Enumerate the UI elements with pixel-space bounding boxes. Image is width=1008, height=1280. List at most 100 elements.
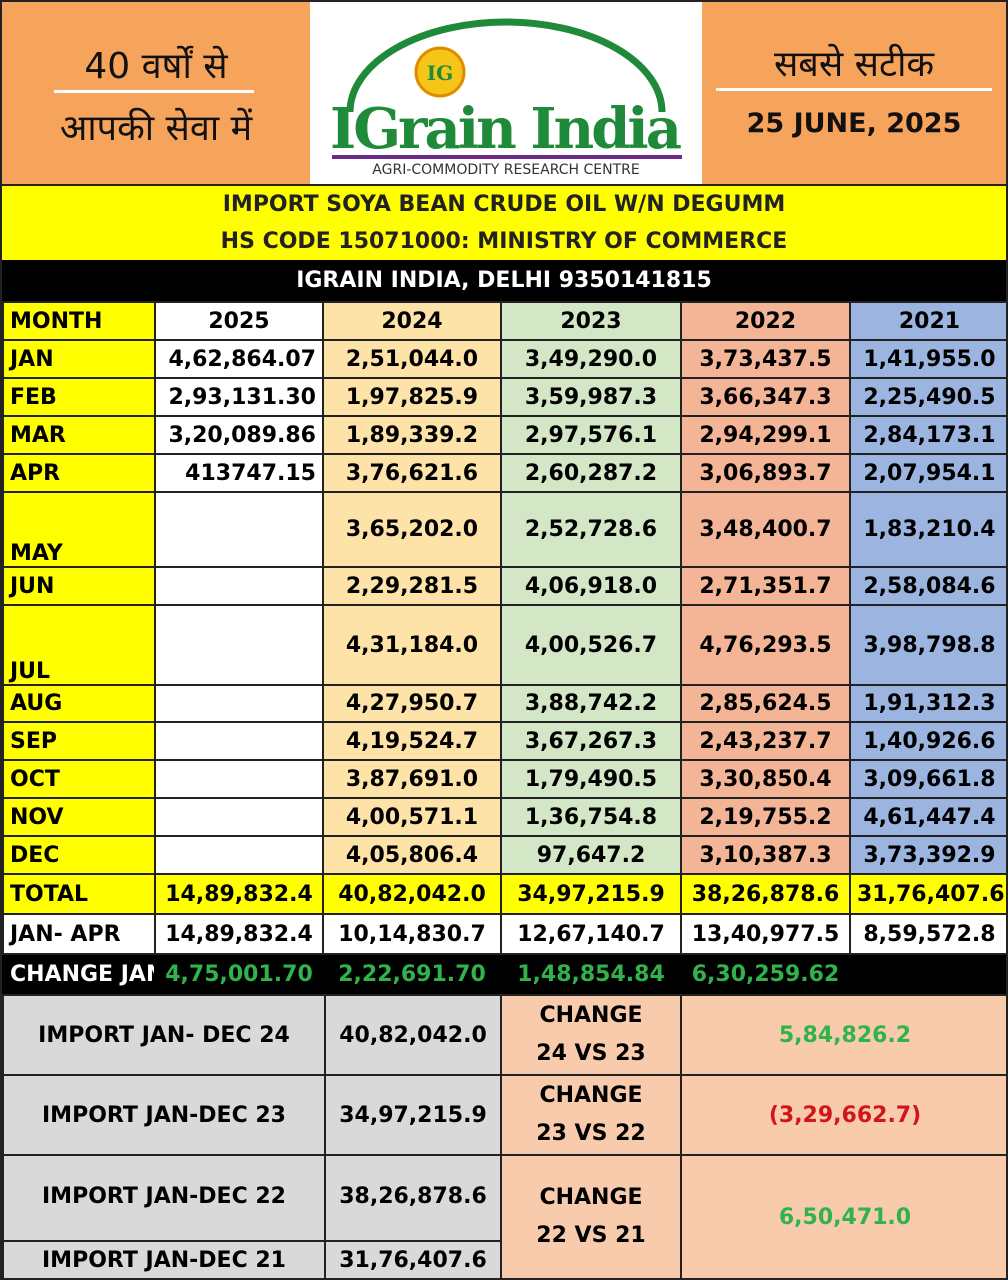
value-cell: 2,07,954.1 xyxy=(849,453,1006,493)
value-cell xyxy=(154,759,324,799)
value-cell: 4,19,524.7 xyxy=(322,721,502,761)
value-cell: 4,00,571.1 xyxy=(322,797,502,837)
value-cell: 2,94,299.1 xyxy=(680,415,851,455)
logo-tagline: AGRI-COMMODITY RESEARCH CENTRE xyxy=(372,162,639,178)
value-cell: 2,25,490.5 xyxy=(849,377,1006,417)
value-cell: 2,85,624.5 xyxy=(680,684,851,723)
table-row: MAR 3,20,089.86 1,89,339.2 2,97,576.1 2,94,2… xyxy=(2,415,1006,455)
value-cell: 8,59,572.8 xyxy=(849,913,1006,955)
value-cell: 1,79,490.5 xyxy=(500,759,682,799)
month-cell: AUG xyxy=(2,684,156,723)
change-value: 1,48,854.84 xyxy=(500,953,682,995)
value-cell: 1,89,339.2 xyxy=(322,415,502,455)
value-cell: 1,40,926.6 xyxy=(849,721,1006,761)
value-cell: 4,00,526.7 xyxy=(500,604,682,686)
value-cell: 4,05,806.4 xyxy=(322,835,502,875)
logo-badge: IG xyxy=(427,61,453,85)
summary-table: IMPORT JAN- DEC 24 40,82,042.0 CHANGE 24 V… xyxy=(2,994,1006,1278)
value-cell: 3,48,400.7 xyxy=(680,491,851,568)
value-cell: 413747.15 xyxy=(154,453,324,493)
column-header: 2023 xyxy=(500,301,682,341)
value-cell: 4,06,918.0 xyxy=(500,566,682,606)
value-cell: 4,62,864.07 xyxy=(154,339,324,379)
month-cell: JAN xyxy=(2,339,156,379)
value-cell: 1,41,955.0 xyxy=(849,339,1006,379)
slogan: सबसे सटीक xyxy=(773,44,935,85)
table-row: AUG 4,27,950.7 3,88,742.2 2,85,624.5 1,91,31… xyxy=(2,684,1006,723)
change-value: 2,22,691.70 xyxy=(322,953,502,995)
value-cell: 2,51,044.0 xyxy=(322,339,502,379)
value-cell: 14,89,832.4 xyxy=(154,873,324,915)
change-label: CHANGE 22 VS 21 xyxy=(500,1154,682,1278)
tagline-2: आपकी सेवा में xyxy=(59,108,253,149)
change-label: CHANGE 24 VS 23 xyxy=(500,994,682,1076)
logo-name: IGrain India xyxy=(330,96,682,162)
value-cell: 12,67,140.7 xyxy=(500,913,682,955)
value-cell: 3,59,987.3 xyxy=(500,377,682,417)
value-cell: 3,49,290.0 xyxy=(500,339,682,379)
value-cell: 1,36,754.8 xyxy=(500,797,682,837)
logo-art: IG IGrain India AGRI-COMMODITY RESEARCH … xyxy=(330,18,682,178)
month-cell: JUL xyxy=(2,604,156,686)
subtitle: HS CODE 15071000: MINISTRY OF COMMERCE xyxy=(220,229,788,254)
month-cell: TOTAL xyxy=(2,873,156,915)
change-value: (3,29,662.7) xyxy=(680,1074,1006,1156)
value-cell: 2,19,755.2 xyxy=(680,797,851,837)
value-cell: 2,58,084.6 xyxy=(849,566,1006,606)
change-value: 4,75,001.70 xyxy=(154,953,324,995)
value-cell: 3,10,387.3 xyxy=(680,835,851,875)
header-right: सबसे सटीक 25 JUNE, 2025 xyxy=(702,2,1006,184)
table-row: NOV 4,00,571.1 1,36,754.8 2,19,755.2 4,61,44… xyxy=(2,797,1006,837)
value-cell: 4,76,293.5 xyxy=(680,604,851,686)
header-row: MONTH 2025 2024 2023 2022 2021 xyxy=(2,301,1006,341)
value-cell: 3,09,661.8 xyxy=(849,759,1006,799)
value-cell: 40,82,042.0 xyxy=(322,873,502,915)
value-cell: 4,27,950.7 xyxy=(322,684,502,723)
value-cell: 34,97,215.9 xyxy=(500,873,682,915)
table-row: JUN 2,29,281.5 4,06,918.0 2,71,351.7 2,58,08… xyxy=(2,566,1006,606)
value-cell xyxy=(154,721,324,761)
value-cell: 14,89,832.4 xyxy=(154,913,324,955)
value-cell: 3,67,267.3 xyxy=(500,721,682,761)
month-cell: SEP xyxy=(2,721,156,761)
value-cell xyxy=(154,835,324,875)
value-cell: 3,65,202.0 xyxy=(322,491,502,568)
value-cell: 4,61,447.4 xyxy=(849,797,1006,837)
table-row: FEB 2,93,131.30 1,97,825.9 3,59,987.3 3,66,3… xyxy=(2,377,1006,417)
table-row: SEP 4,19,524.7 3,67,267.3 2,43,237.7 1,40,92… xyxy=(2,721,1006,761)
month-cell: OCT xyxy=(2,759,156,799)
empty-cell xyxy=(849,953,1006,995)
value-cell: 2,93,131.30 xyxy=(154,377,324,417)
change-label: CHANGE 23 VS 22 xyxy=(500,1074,682,1156)
summary-value: 31,76,407.6 xyxy=(324,1240,502,1278)
value-cell: 2,97,576.1 xyxy=(500,415,682,455)
value-cell: 1,97,825.9 xyxy=(322,377,502,417)
value-cell: 2,29,281.5 xyxy=(322,566,502,606)
header-left: 40 वर्षों से आपकी सेवा में xyxy=(2,2,310,184)
value-cell: 2,84,173.1 xyxy=(849,415,1006,455)
summary-row: IMPORT JAN-DEC 21 31,76,407.6 xyxy=(2,1240,1006,1278)
value-cell xyxy=(154,566,324,606)
month-cell: FEB xyxy=(2,377,156,417)
tagline-1: 40 वर्षों से xyxy=(84,46,228,87)
value-cell: 3,20,089.86 xyxy=(154,415,324,455)
change-value: 6,50,471.0 xyxy=(680,1154,1006,1278)
table-row: JAN- APR 14,89,832.4 10,14,830.7 12,67,140.… xyxy=(2,913,1006,955)
value-cell: 3,73,437.5 xyxy=(680,339,851,379)
table-row: APR 413747.15 3,76,621.6 2,60,287.2 3,06,893… xyxy=(2,453,1006,493)
value-cell xyxy=(154,684,324,723)
table-row: JUL 4,31,184.0 4,00,526.7 4,76,293.5 3,98,79… xyxy=(2,604,1006,686)
change-row: CHANGE JAN 4,75,001.70 2,22,691.70 1,48,854… xyxy=(2,953,1006,995)
logo: IG IGrain India AGRI-COMMODITY RESEARCH … xyxy=(310,2,702,184)
value-cell: 38,26,878.6 xyxy=(680,873,851,915)
column-header: 2022 xyxy=(680,301,851,341)
value-cell: 1,91,312.3 xyxy=(849,684,1006,723)
value-cell xyxy=(154,797,324,837)
value-cell: 3,66,347.3 xyxy=(680,377,851,417)
change-value: 5,84,826.2 xyxy=(680,994,1006,1076)
summary-label: IMPORT JAN-DEC 23 xyxy=(2,1074,326,1156)
month-cell: MAY xyxy=(2,491,156,568)
table-row: DEC 4,05,806.4 97,647.2 3,10,387.3 3,73,392.… xyxy=(2,835,1006,875)
summary-label: IMPORT JAN-DEC 22 xyxy=(2,1154,326,1242)
value-cell: 3,30,850.4 xyxy=(680,759,851,799)
